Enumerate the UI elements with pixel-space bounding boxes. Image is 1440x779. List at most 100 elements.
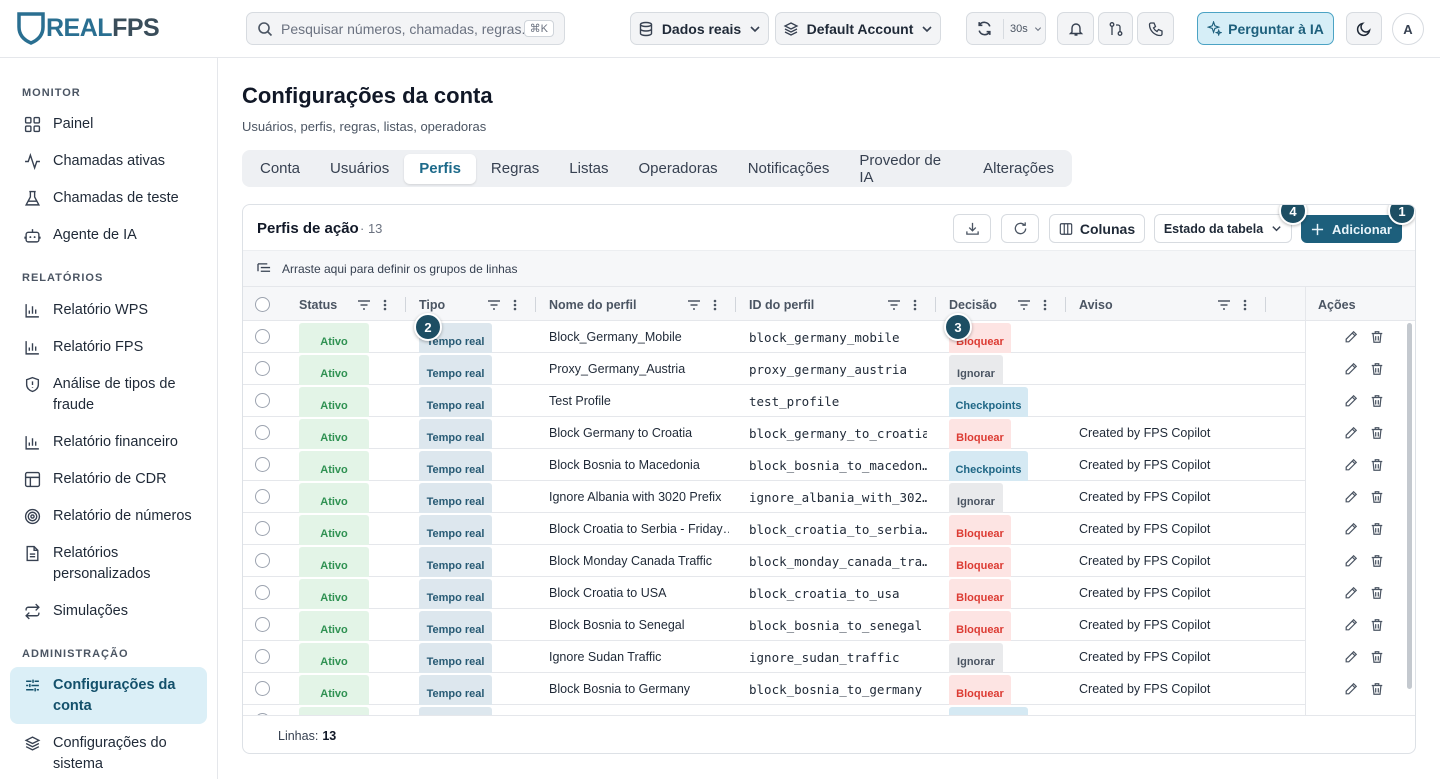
filter-icon[interactable]	[1017, 299, 1031, 311]
table-row[interactable]: Ativo Tempo real Block Germany to Croatia b…	[243, 417, 1305, 449]
table-row[interactable]: Ativo Tempo real Block Bosnia to Senegal bl…	[243, 609, 1305, 641]
select-all-radio[interactable]	[255, 297, 270, 312]
edit-icon[interactable]	[1344, 682, 1358, 696]
table-row[interactable]: Ativo Tempo real Proxy_Germany_Austria prox…	[243, 353, 1305, 385]
tab-alteracoes[interactable]: Alterações	[983, 160, 1054, 177]
row-select-radio[interactable]	[255, 425, 270, 440]
more-vertical-icon[interactable]	[713, 299, 717, 311]
header-separator[interactable]	[1265, 297, 1266, 312]
sidebar-item-chamadas-de-teste[interactable]: Chamadas de teste	[10, 188, 207, 209]
sidebar-item-relatorio-wps[interactable]: Relatório WPS	[10, 300, 207, 321]
table-row[interactable]: Ativo Tempo real Block Bosnia to Macedonia…	[243, 449, 1305, 481]
trash-icon[interactable]	[1370, 650, 1384, 664]
sidebar-item-painel[interactable]: Painel	[10, 114, 207, 135]
tab-notificacoes[interactable]: Notificações	[747, 160, 830, 177]
tab-conta[interactable]: Conta	[260, 160, 301, 177]
table-row[interactable]: Ativo Tempo real Ignore Sudan Traffic ignor…	[243, 641, 1305, 673]
sidebar-item-relatorio-cdr[interactable]: Relatório de CDR	[10, 469, 207, 490]
header-decisao[interactable]: Decisão	[949, 297, 997, 312]
trash-icon[interactable]	[1370, 554, 1384, 568]
search-input[interactable]: Pesquisar números, chamadas, regras... ⌘…	[246, 12, 565, 45]
sidebar-item-relatorio-numeros[interactable]: Relatório de números	[10, 506, 207, 527]
table-row[interactable]: Ativo Tempo real Block Croatia to Serbia -…	[243, 513, 1305, 545]
notifications-button[interactable]	[1057, 12, 1094, 45]
sidebar-item-configuracoes-sistema[interactable]: Configurações do sistema	[10, 733, 180, 775]
header-aviso[interactable]: Aviso	[1079, 297, 1113, 312]
more-vertical-icon[interactable]	[383, 299, 387, 311]
row-select-radio[interactable]	[255, 329, 270, 344]
edit-icon[interactable]	[1344, 650, 1358, 664]
reload-button[interactable]	[1001, 214, 1039, 243]
more-vertical-icon[interactable]	[1243, 299, 1247, 311]
ask-ai-button[interactable]: Perguntar à IA	[1197, 12, 1334, 45]
filter-icon[interactable]	[1217, 299, 1231, 311]
data-source-select[interactable]: Dados reais	[630, 12, 769, 45]
table-row[interactable]: Ativo Tempo real Block_Germany_Mobile block…	[243, 321, 1305, 353]
filter-icon[interactable]	[887, 299, 901, 311]
edit-icon[interactable]	[1344, 394, 1358, 408]
sidebar-item-relatorio-fps[interactable]: Relatório FPS	[10, 337, 207, 358]
row-select-radio[interactable]	[255, 585, 270, 600]
filter-icon[interactable]	[357, 299, 371, 311]
tab-perfis[interactable]: Perfis	[404, 153, 476, 184]
theme-toggle-button[interactable]	[1346, 12, 1382, 45]
row-select-radio[interactable]	[255, 361, 270, 376]
trash-icon[interactable]	[1370, 426, 1384, 440]
vertical-scrollbar[interactable]	[1407, 323, 1412, 689]
columns-button[interactable]: Colunas	[1049, 214, 1145, 243]
edit-icon[interactable]	[1344, 586, 1358, 600]
row-select-radio[interactable]	[255, 553, 270, 568]
row-select-radio[interactable]	[255, 617, 270, 632]
more-vertical-icon[interactable]	[913, 299, 917, 311]
row-group-dropzone[interactable]: Arraste aqui para definir os grupos de l…	[243, 250, 1415, 286]
header-id[interactable]: ID do perfil	[749, 297, 815, 312]
tab-listas[interactable]: Listas	[569, 160, 609, 177]
header-status[interactable]: Status	[299, 297, 338, 312]
table-row[interactable]: Ativo Tempo real Test Profile test_profile C…	[243, 385, 1305, 417]
edit-icon[interactable]	[1344, 522, 1358, 536]
header-separator[interactable]	[535, 297, 536, 312]
trash-icon[interactable]	[1370, 490, 1384, 504]
add-profile-button[interactable]: Adicionar	[1301, 215, 1402, 243]
sidebar-item-relatorios-personalizados[interactable]: Relatórios personalizados	[10, 543, 180, 585]
edit-icon[interactable]	[1344, 490, 1358, 504]
filter-icon[interactable]	[687, 299, 701, 311]
row-select-radio[interactable]	[255, 393, 270, 408]
trash-icon[interactable]	[1370, 362, 1384, 376]
filter-icon[interactable]	[487, 299, 501, 311]
download-button[interactable]	[953, 214, 991, 243]
trash-icon[interactable]	[1370, 330, 1384, 344]
table-row[interactable]: Ativo Tempo real Block Bosnia to Germany bl…	[243, 673, 1305, 705]
table-row[interactable]: Ativo Tempo real Ignore Albania with 3020 …	[243, 481, 1305, 513]
trash-icon[interactable]	[1370, 394, 1384, 408]
refresh-icon[interactable]	[976, 20, 993, 37]
edit-icon[interactable]	[1344, 426, 1358, 440]
header-nome[interactable]: Nome do perfil	[549, 297, 637, 312]
logo[interactable]: REALFPS	[16, 8, 160, 48]
header-separator[interactable]	[935, 297, 936, 312]
trash-icon[interactable]	[1370, 618, 1384, 632]
avatar[interactable]: A	[1392, 13, 1424, 45]
refresh-interval[interactable]: 30s	[1010, 22, 1028, 35]
trash-icon[interactable]	[1370, 522, 1384, 536]
header-separator[interactable]	[1065, 297, 1066, 312]
row-select-radio[interactable]	[255, 521, 270, 536]
edit-icon[interactable]	[1344, 330, 1358, 344]
table-row[interactable]: Ativo Tempo real Block Croatia to USA block…	[243, 577, 1305, 609]
account-select[interactable]: Default Account	[775, 12, 941, 45]
header-tipo[interactable]: Tipo	[419, 297, 446, 312]
row-select-radio[interactable]	[255, 649, 270, 664]
header-separator[interactable]	[735, 297, 736, 312]
more-vertical-icon[interactable]	[513, 299, 517, 311]
tab-provedor-ia[interactable]: Provedor de IA	[859, 151, 942, 186]
sidebar-item-analise-fraude[interactable]: Análise de tipos de fraude	[10, 374, 190, 416]
sidebar-item-relatorio-financeiro[interactable]: Relatório financeiro	[10, 432, 207, 453]
tab-usuarios[interactable]: Usuários	[330, 160, 390, 177]
edit-icon[interactable]	[1344, 554, 1358, 568]
table-state-select[interactable]: Estado da tabela	[1154, 214, 1292, 243]
git-compare-button[interactable]	[1098, 12, 1133, 45]
trash-icon[interactable]	[1370, 458, 1384, 472]
tab-operadoras[interactable]: Operadoras	[638, 160, 718, 177]
tab-regras[interactable]: Regras	[490, 160, 540, 177]
sidebar-item-agente-de-ia[interactable]: Agente de IA	[10, 225, 207, 246]
